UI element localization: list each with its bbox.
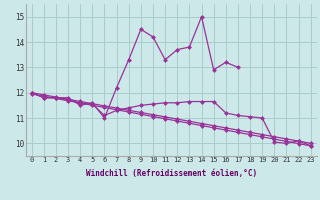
X-axis label: Windchill (Refroidissement éolien,°C): Windchill (Refroidissement éolien,°C) <box>86 169 257 178</box>
